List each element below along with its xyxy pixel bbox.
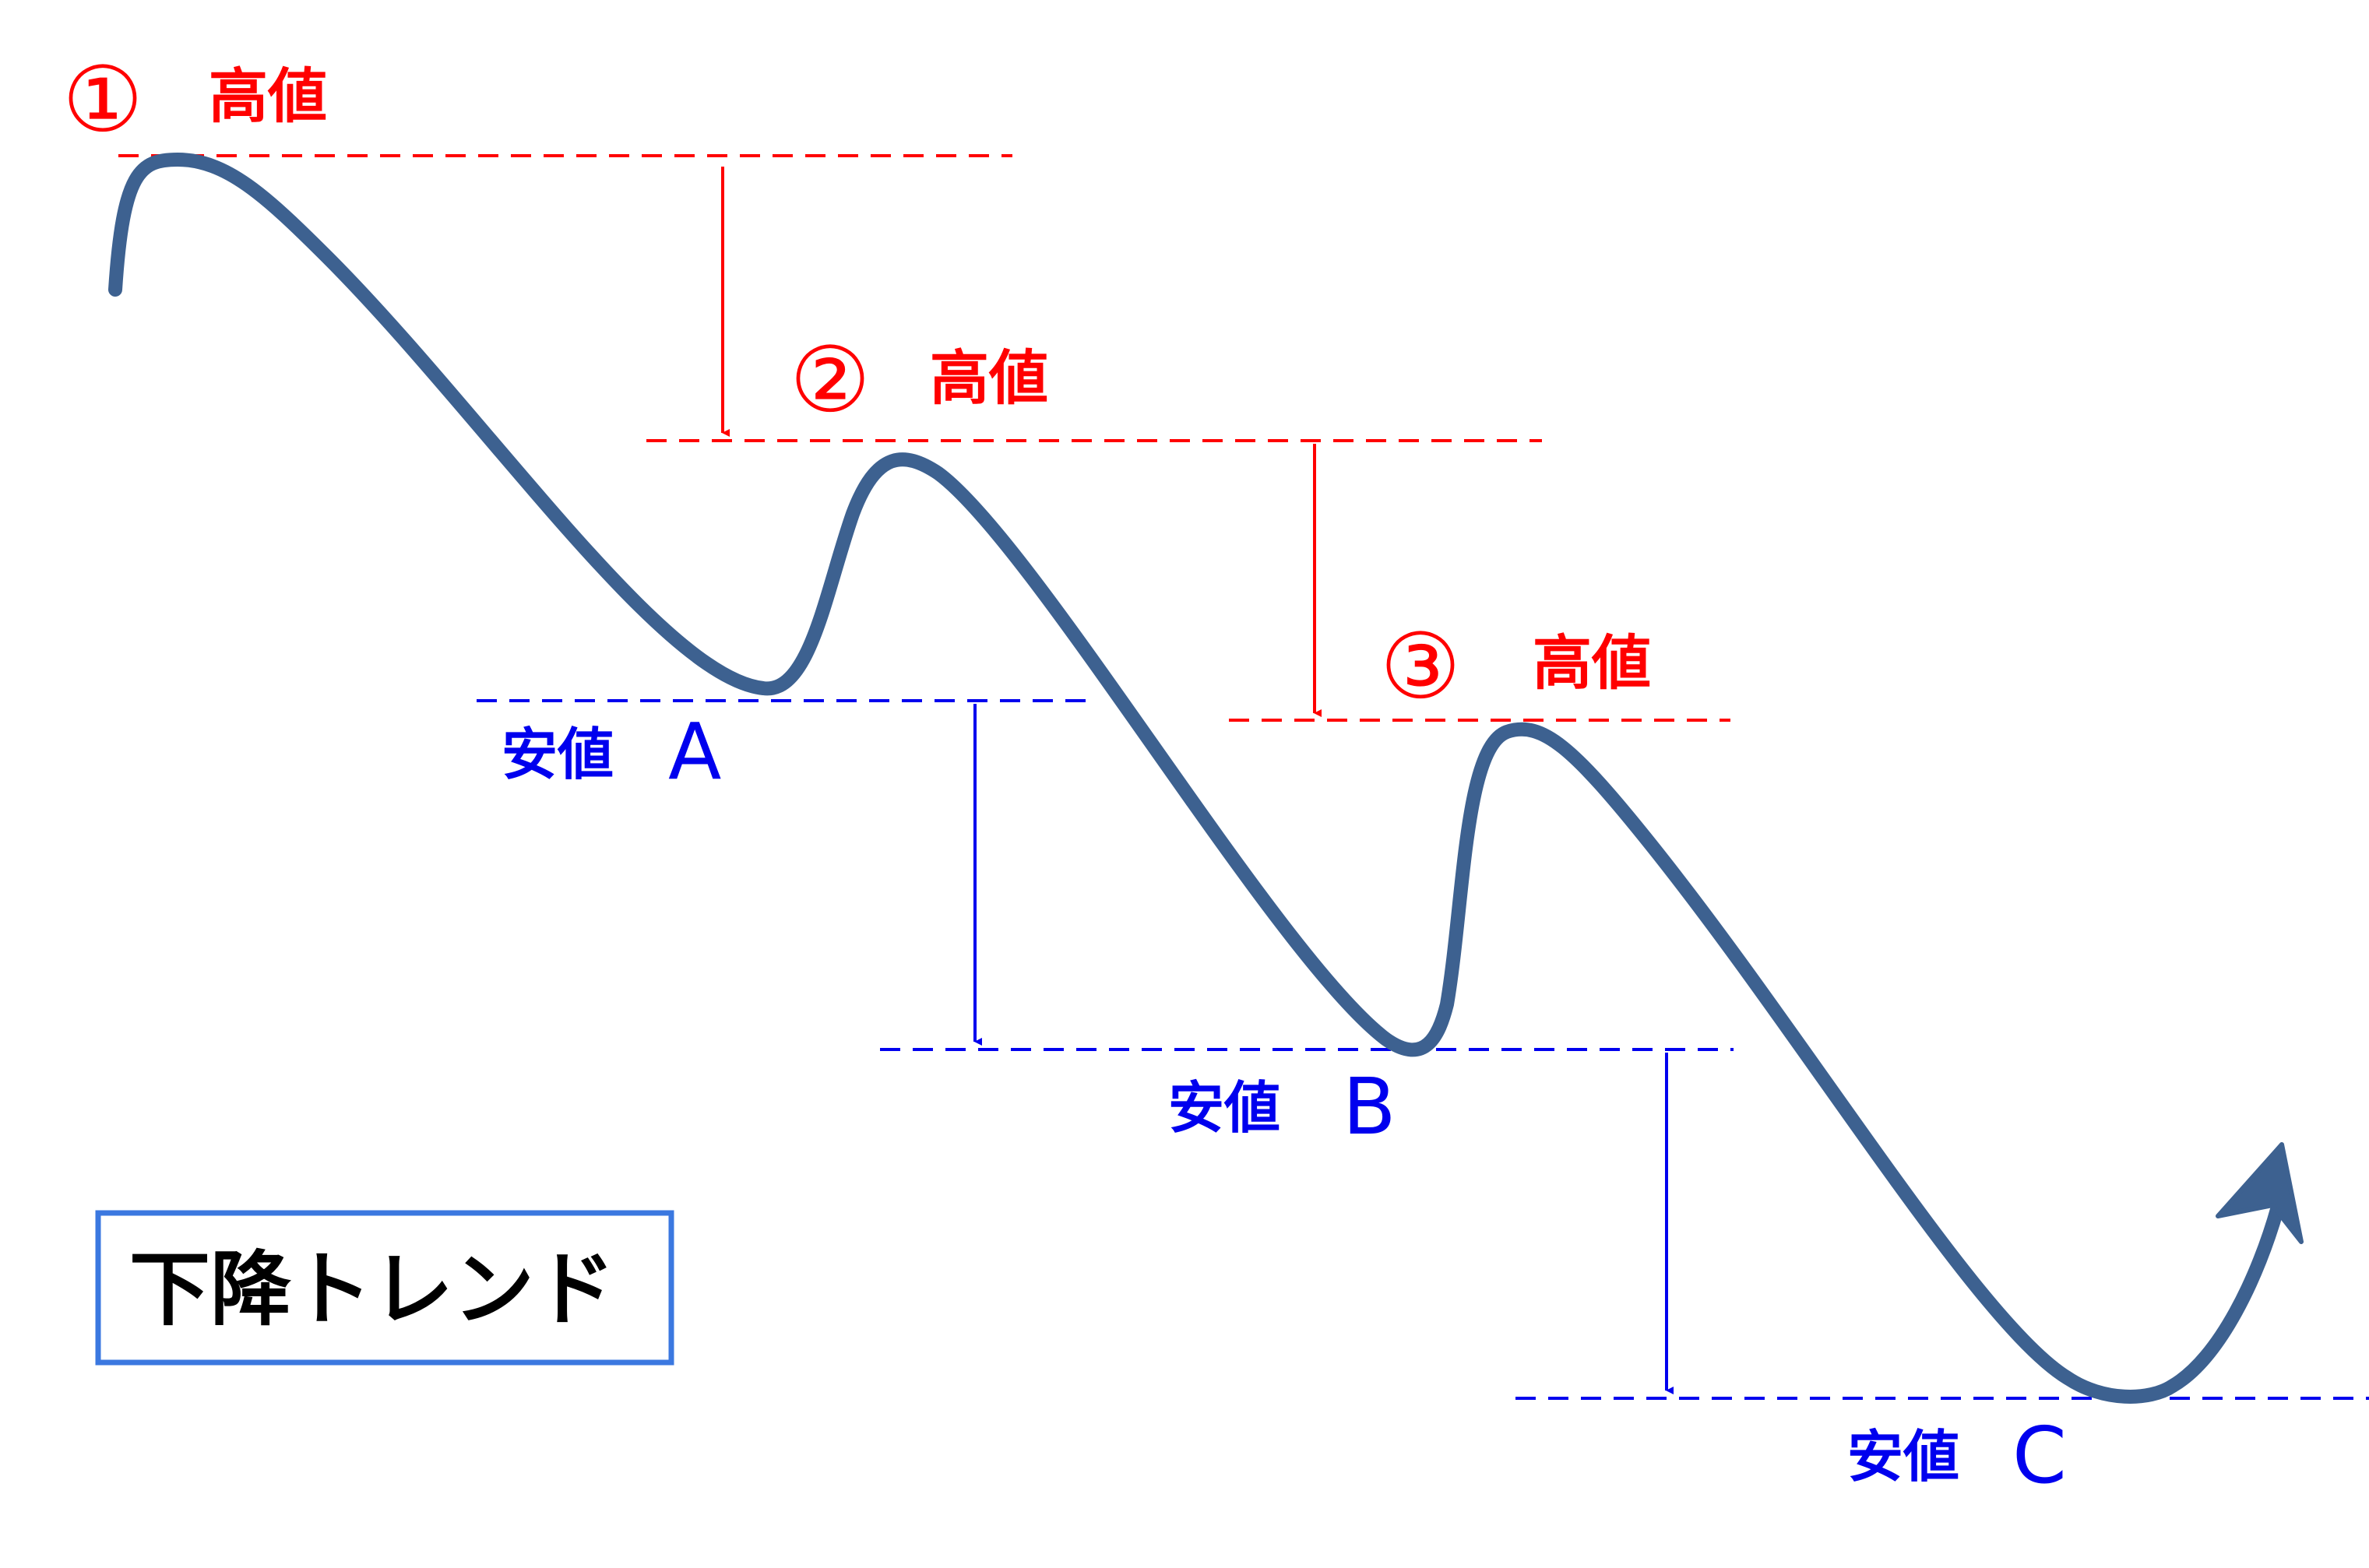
high-1-number: ①: [62, 47, 143, 153]
title-box: [95, 1210, 674, 1366]
low-b-label: 安値: [1168, 1075, 1280, 1141]
price-curve: [108, 153, 2285, 1404]
high-1-label: 高値: [209, 62, 327, 131]
high-2-number: ②: [790, 328, 871, 433]
low-c-letter: C: [2012, 1410, 2067, 1501]
curve-arrowhead: [2216, 1142, 2304, 1244]
low-a-label: 安値: [502, 722, 614, 787]
high-2-label: 高値: [930, 343, 1048, 413]
low-b-letter: B: [1343, 1061, 1396, 1152]
low-a-letter: A: [668, 706, 721, 797]
low-c-label: 安値: [1847, 1424, 1959, 1489]
high-3-number: ③: [1380, 614, 1461, 719]
high-3-label: 高値: [1533, 628, 1651, 698]
title-text: 下降トレンド: [129, 1242, 615, 1337]
